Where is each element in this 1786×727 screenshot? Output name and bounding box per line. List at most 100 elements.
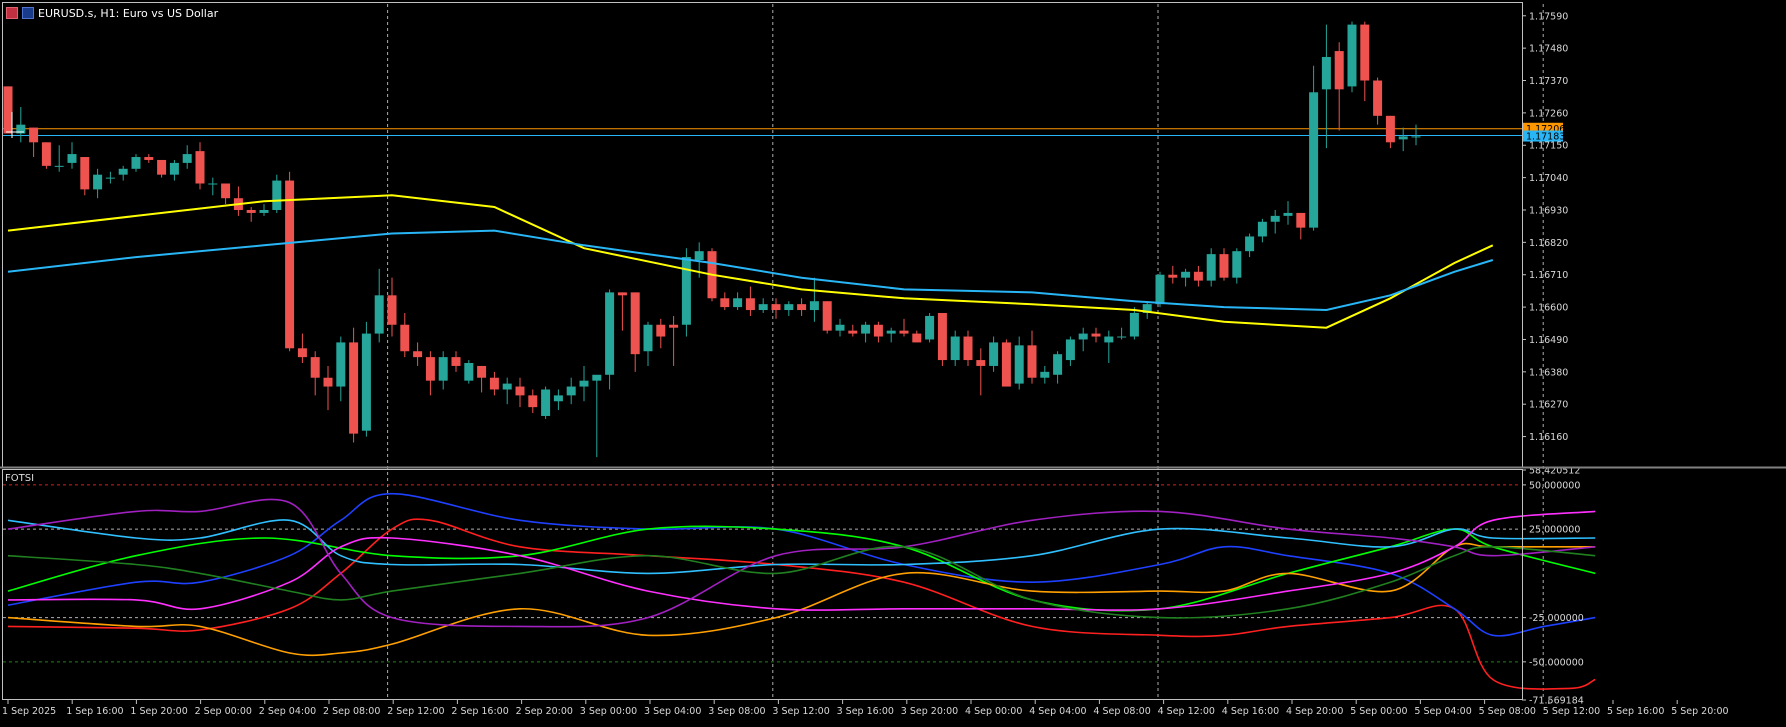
candle-body — [630, 292, 640, 355]
candle-body — [720, 298, 730, 308]
x-tick-label: 3 Sep 16:00 — [837, 706, 894, 717]
candle-body — [413, 351, 423, 358]
candle-body — [669, 324, 679, 328]
y-tick-label: 1.16270 — [1529, 400, 1568, 411]
candle-body — [925, 315, 935, 340]
candle — [1078, 327, 1088, 352]
candle-body — [118, 168, 128, 175]
candle-body — [208, 183, 218, 185]
candle — [169, 159, 179, 181]
bid-price-tag — [1523, 130, 1563, 142]
candle-body — [195, 151, 205, 184]
candle — [477, 365, 487, 393]
candle — [1129, 307, 1139, 340]
indicator-y-tick-label: -25.000000 — [1529, 613, 1584, 624]
candle — [1232, 248, 1242, 284]
symbol-title: EURUSD.s, H1: Euro vs US Dollar — [38, 6, 219, 20]
candle-body — [3, 86, 13, 134]
x-tick-label: 2 Sep 08:00 — [323, 706, 380, 717]
candle — [54, 145, 64, 172]
candle — [400, 312, 410, 358]
indicator-frame — [2, 469, 1523, 700]
candle — [745, 286, 755, 316]
candle — [118, 165, 128, 181]
candle — [592, 374, 602, 458]
candle-body — [617, 292, 627, 296]
x-tick-label: 4 Sep 20:00 — [1286, 706, 1343, 717]
x-tick-label: 2 Sep 16:00 — [451, 706, 508, 717]
candle-body — [976, 360, 986, 366]
candle-body — [67, 154, 77, 163]
x-tick-label: 5 Sep 00:00 — [1350, 706, 1407, 717]
candle-body — [643, 324, 653, 352]
candle-body — [745, 298, 755, 311]
x-tick-label: 4 Sep 16:00 — [1222, 706, 1279, 717]
x-tick-label: 5 Sep 12:00 — [1543, 706, 1600, 717]
y-tick-label: 1.16600 — [1529, 303, 1568, 314]
y-tick-label: 1.17150 — [1529, 141, 1568, 152]
candle-body — [1168, 274, 1178, 278]
candle-body — [1206, 254, 1216, 281]
candle-body — [605, 292, 615, 375]
candle — [630, 292, 640, 372]
candle — [221, 183, 231, 205]
candle-body — [912, 333, 922, 343]
candle-body — [1104, 336, 1114, 343]
candle-body — [1385, 115, 1395, 143]
chart-type-icon[interactable] — [6, 7, 18, 19]
candle — [413, 342, 423, 366]
candle — [361, 321, 371, 437]
candle-body — [1245, 236, 1255, 252]
candle-body — [336, 342, 346, 387]
candle-body — [822, 301, 832, 331]
candle-body — [1014, 345, 1024, 384]
y-tick-label: 1.16710 — [1529, 270, 1568, 281]
candle — [861, 321, 871, 343]
candle — [93, 168, 103, 199]
candle — [989, 336, 999, 372]
candle-body — [733, 298, 743, 308]
candle-body — [272, 180, 282, 210]
candle-body — [1193, 271, 1203, 281]
candle-body — [1091, 333, 1101, 337]
candle — [285, 171, 295, 352]
candle-body — [963, 336, 973, 361]
candle-body — [1283, 212, 1293, 216]
y-tick-label: 1.16160 — [1529, 432, 1568, 443]
symbol-properties-icon[interactable] — [22, 7, 34, 19]
candle-body — [681, 257, 691, 325]
candle-body — [1398, 136, 1408, 140]
candle-body — [182, 154, 192, 163]
candle-body — [809, 301, 819, 311]
candle-body — [144, 157, 154, 160]
candle-body — [886, 330, 896, 334]
candle-body — [848, 330, 858, 334]
x-tick-label: 3 Sep 00:00 — [580, 706, 637, 717]
candle — [489, 371, 499, 396]
fotsi-line — [7, 492, 1596, 637]
candle — [157, 159, 167, 178]
candle-body — [694, 251, 704, 261]
candle — [720, 292, 730, 311]
y-tick-label: 1.16930 — [1529, 205, 1568, 216]
candle-body — [656, 324, 666, 337]
candle-body — [579, 380, 589, 387]
candle-body — [221, 183, 231, 199]
candle-body — [1053, 354, 1063, 375]
candle — [617, 292, 627, 331]
y-tick-label: 1.16820 — [1529, 238, 1568, 249]
ask-price-tag — [1523, 122, 1563, 134]
candle — [1411, 124, 1421, 146]
candle-body — [438, 357, 448, 381]
candle — [1001, 339, 1011, 387]
candle — [1040, 365, 1050, 384]
y-tick-label: 1.16490 — [1529, 335, 1568, 346]
candle-body — [157, 159, 167, 175]
candle — [1334, 42, 1344, 131]
candle — [195, 142, 205, 190]
candle — [451, 351, 461, 372]
candle — [1283, 201, 1293, 225]
candle — [886, 327, 896, 343]
